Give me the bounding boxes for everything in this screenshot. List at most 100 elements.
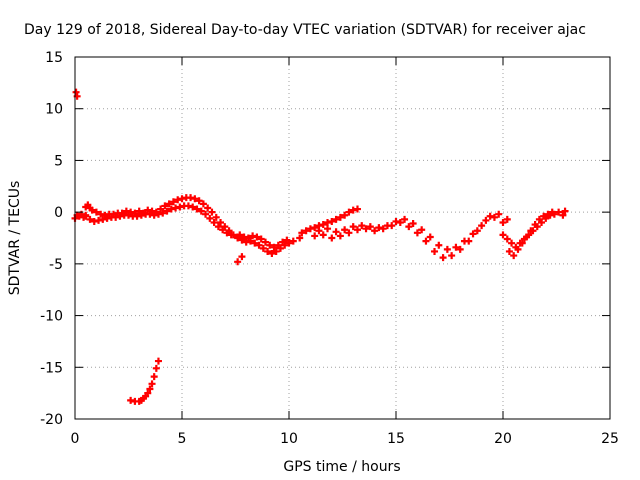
data-point	[274, 241, 282, 249]
data-point	[353, 205, 361, 213]
y-tick-label: 5	[54, 153, 63, 169]
data-point	[204, 204, 212, 212]
y-tick-label: -20	[40, 412, 63, 428]
data-point	[503, 235, 511, 243]
data-point	[191, 195, 199, 203]
data-point	[349, 223, 357, 231]
data-point	[296, 234, 304, 242]
data-point	[165, 200, 173, 208]
data-point	[366, 223, 374, 231]
data-point	[311, 232, 319, 240]
x-tick-label: 25	[601, 431, 619, 447]
data-point	[135, 207, 143, 215]
data-point	[255, 241, 263, 249]
x-axis-ticks: 0 5 10 15 20 25	[71, 57, 619, 447]
data-point	[163, 207, 171, 215]
data-point	[328, 234, 336, 242]
data-point	[279, 238, 287, 246]
plot-frame	[74, 56, 611, 420]
x-tick-label: 10	[280, 431, 298, 447]
data-point	[315, 227, 323, 235]
y-tick-label: -5	[49, 257, 63, 273]
data-point	[383, 222, 391, 230]
y-tick-label: 0	[54, 205, 63, 221]
data-point	[443, 245, 451, 253]
data-point	[523, 233, 531, 241]
data-point	[392, 217, 400, 225]
data-point	[353, 226, 361, 234]
data-point	[157, 205, 165, 213]
series-arc-early-b	[82, 202, 235, 239]
series-rise-11h	[298, 205, 361, 237]
data-point	[154, 357, 162, 365]
data-point	[550, 210, 558, 218]
data-point	[253, 233, 261, 241]
data-point	[82, 212, 90, 220]
data-point	[510, 252, 518, 260]
y-tick-label: -10	[40, 309, 63, 325]
data-point	[439, 254, 447, 262]
data-point	[336, 213, 344, 221]
data-point	[227, 231, 235, 239]
data-point	[514, 245, 522, 253]
data-point	[435, 241, 443, 249]
data-point	[268, 250, 276, 258]
data-point	[189, 203, 197, 211]
data-point	[495, 210, 503, 218]
data-point	[535, 215, 543, 223]
data-point	[210, 218, 218, 226]
data-point	[328, 217, 336, 225]
data-point	[503, 215, 511, 223]
data-point	[298, 229, 306, 237]
data-point	[319, 221, 327, 229]
data-point	[473, 227, 481, 235]
series-band-mid-a	[311, 213, 507, 262]
data-point	[264, 247, 272, 255]
data-point	[508, 239, 516, 247]
data-point	[486, 212, 494, 220]
data-point	[86, 215, 94, 223]
data-point	[199, 200, 207, 208]
data-point	[214, 223, 222, 231]
series-dip-9h-b	[236, 231, 291, 251]
data-points	[71, 88, 569, 405]
x-tick-label: 20	[494, 431, 512, 447]
data-point	[544, 210, 552, 218]
series-isolated-7.7	[234, 253, 246, 266]
y-tick-label: 15	[45, 50, 63, 66]
data-point	[405, 223, 413, 231]
data-point	[324, 225, 332, 233]
data-point	[422, 237, 430, 245]
data-point	[270, 243, 278, 251]
data-point	[202, 210, 210, 218]
y-axis-ticks: -20 -15 -10 -5 0 5 10 15	[40, 50, 610, 428]
data-point	[272, 247, 280, 255]
data-point	[456, 245, 464, 253]
data-point	[505, 247, 513, 255]
data-point	[478, 222, 486, 230]
data-point	[518, 239, 526, 247]
data-point	[371, 227, 379, 235]
chart-title: Day 129 of 2018, Sidereal Day-to-day VTE…	[24, 22, 586, 38]
series-band-mid-b	[315, 210, 511, 253]
data-point	[236, 231, 244, 239]
data-point	[169, 198, 177, 206]
data-point	[146, 385, 154, 393]
data-point	[150, 373, 158, 381]
data-point	[159, 209, 167, 217]
data-point	[197, 207, 205, 215]
x-tick-label: 15	[387, 431, 405, 447]
series-end-cluster	[550, 207, 569, 219]
data-point	[195, 197, 203, 205]
data-point	[266, 241, 274, 249]
data-point	[341, 226, 349, 234]
data-point	[193, 205, 201, 213]
data-point	[358, 222, 366, 230]
series-low-outlier-arc	[127, 357, 162, 405]
data-point	[559, 211, 567, 219]
data-point	[311, 224, 319, 232]
data-point	[362, 225, 370, 233]
data-point	[375, 224, 383, 232]
